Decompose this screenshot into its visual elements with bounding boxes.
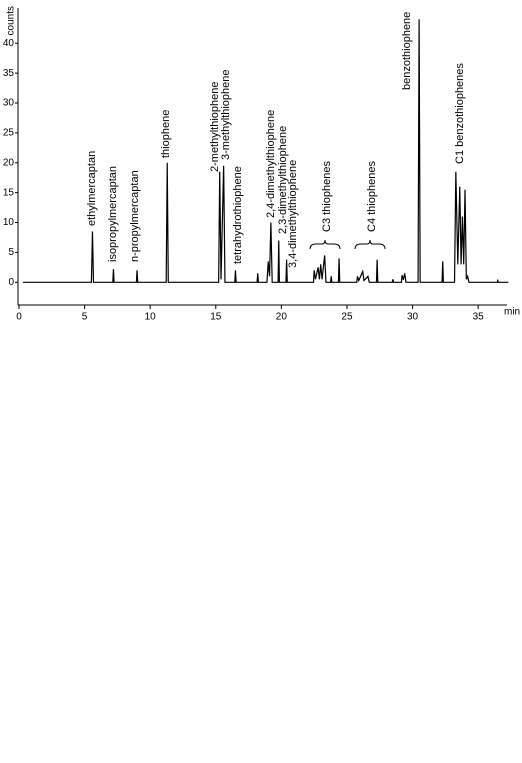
y-tick-label: 20: [3, 157, 15, 168]
y-tick-label: 15: [3, 187, 15, 198]
peak-label: 3-methylthiophene: [220, 69, 232, 160]
y-tick-label: 30: [3, 98, 15, 109]
x-tick-label: 30: [407, 311, 419, 322]
peak-label: C4 thiophenes: [366, 161, 378, 232]
y-tick-label: 10: [3, 217, 15, 228]
peak-label: C3 thiophenes: [321, 161, 333, 232]
x-tick-label: 35: [473, 311, 485, 322]
x-tick-label: 10: [145, 311, 157, 322]
y-tick-label: 5: [8, 247, 14, 258]
peak-label: isopropylmercaptan: [107, 166, 119, 262]
x-axis-label: min: [504, 307, 520, 318]
peak-label: ethylmercaptan: [86, 151, 98, 226]
x-tick-label: 0: [16, 311, 22, 322]
x-tick-label: 20: [276, 311, 288, 322]
peak-label: 2,4-dimethylthiophene: [265, 110, 277, 218]
peak-label: tetrahydrothiophene: [232, 166, 244, 264]
y-tick-label: 25: [3, 128, 15, 139]
y-tick-label: 40: [3, 38, 15, 49]
x-tick-label: 15: [210, 311, 222, 322]
peak-label: C1 benzothiophenes: [454, 63, 466, 164]
y-axis-label: counts: [6, 6, 17, 35]
y-tick-label: 35: [3, 68, 15, 79]
chromatogram-line: [22, 19, 509, 283]
x-tick-label: 5: [82, 311, 88, 322]
y-tick-label: 0: [8, 277, 14, 288]
peak-label: thiophene: [160, 110, 172, 158]
peak-label: 3,4-dimethylthiophene: [287, 160, 299, 268]
brace: [354, 239, 386, 250]
peak-label: benzothiophene: [401, 12, 413, 90]
brace: [309, 239, 341, 250]
x-tick-label: 25: [341, 311, 353, 322]
peak-label: 2-methylthiophene: [209, 81, 221, 172]
peak-label: 2,3-dimethylthiophene: [277, 126, 289, 234]
peak-label: n-propylmercaptan: [129, 170, 141, 262]
